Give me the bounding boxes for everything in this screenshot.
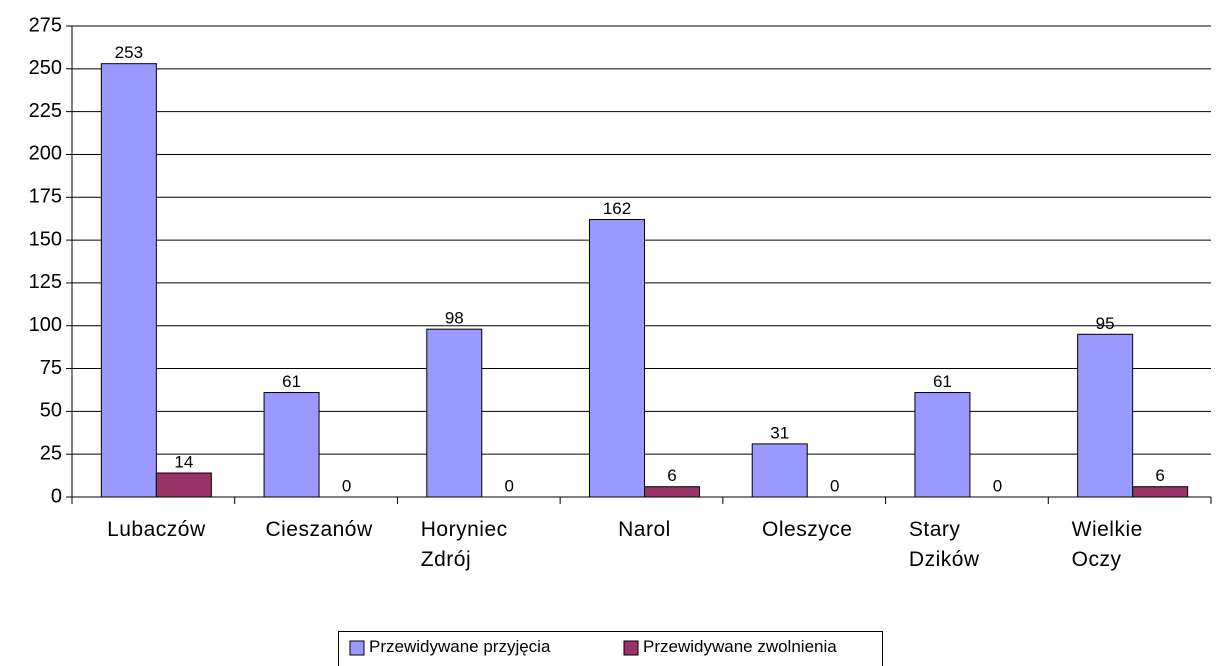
bar xyxy=(155,472,212,498)
x-label-wrap: Wielkie Oczy xyxy=(1051,515,1214,575)
bar xyxy=(751,443,808,498)
bar xyxy=(589,219,645,498)
bar xyxy=(426,328,483,498)
bar xyxy=(1077,333,1134,498)
value-label: 0 xyxy=(342,476,351,495)
y-tick-label: 125 xyxy=(29,271,62,293)
y-tick-label: 200 xyxy=(29,143,62,165)
value-label: 253 xyxy=(115,43,143,62)
value-label: 95 xyxy=(1096,314,1115,333)
legend-label: Przewidywane zwolnienia xyxy=(643,637,837,656)
x-tick-label: Cieszanów xyxy=(265,518,373,541)
x-tick-label: Lubaczów xyxy=(107,518,206,541)
legend-label: Przewidywane przyjęcia xyxy=(369,637,551,656)
x-label-wrap: Narol xyxy=(563,515,726,545)
value-label: 0 xyxy=(505,476,514,495)
bar xyxy=(263,392,320,498)
x-label-box: Lubaczów xyxy=(75,515,238,545)
x-label-wrap: Oleszyce xyxy=(726,515,889,545)
x-label-box: Wielkie Oczy xyxy=(1051,515,1214,575)
value-label: 0 xyxy=(830,476,839,495)
y-tick-label: 100 xyxy=(29,314,62,336)
x-label-box: Cieszanów xyxy=(238,515,401,545)
legend-text-box: Przewidywane zwolnienia xyxy=(643,637,837,656)
value-label: 31 xyxy=(770,423,789,442)
y-tick-label: 0 xyxy=(51,485,62,507)
value-label: 162 xyxy=(603,199,631,218)
legend-swatch xyxy=(623,640,639,656)
y-tick-label: 25 xyxy=(40,442,62,464)
x-tick-label: Narol xyxy=(618,518,671,541)
x-tick-label: Horyniec Zdrój xyxy=(420,518,508,571)
x-label-wrap: Lubaczów xyxy=(75,515,238,545)
y-tick-label: 75 xyxy=(40,357,62,379)
x-tick-label: Oleszyce xyxy=(762,518,853,541)
value-label: 98 xyxy=(445,309,464,328)
x-label-box: Horyniec Zdrój xyxy=(400,515,563,575)
x-label-wrap: Cieszanów xyxy=(238,515,401,545)
y-tick-label: 275 xyxy=(29,14,62,36)
x-label-box: Narol xyxy=(563,515,726,545)
x-label-wrap: Horyniec Zdrój xyxy=(400,515,563,575)
y-tick-label: 175 xyxy=(29,186,62,208)
legend-box xyxy=(338,631,883,666)
legend-swatch xyxy=(349,640,365,656)
bar xyxy=(100,63,157,498)
x-label-wrap: Stary Dzików xyxy=(889,515,1052,575)
x-tick-label: Stary Dzików xyxy=(908,518,980,571)
y-tick-label: 225 xyxy=(29,100,62,122)
value-label: 14 xyxy=(174,453,193,472)
legend-text-box: Przewidywane przyjęcia xyxy=(369,637,551,656)
bar xyxy=(1132,486,1189,498)
value-label: 6 xyxy=(667,466,676,485)
bar xyxy=(644,486,700,498)
y-tick-label: 50 xyxy=(40,400,62,422)
value-label: 61 xyxy=(282,372,301,391)
value-label: 61 xyxy=(933,372,952,391)
y-tick-label: 250 xyxy=(29,57,62,79)
value-label: 6 xyxy=(1155,466,1164,485)
value-label: 0 xyxy=(993,476,1002,495)
bar xyxy=(914,392,971,498)
x-label-box: Oleszyce xyxy=(726,515,889,545)
y-tick-label: 150 xyxy=(29,228,62,250)
x-tick-label: Wielkie Oczy xyxy=(1071,518,1143,571)
x-label-box: Stary Dzików xyxy=(889,515,1052,575)
